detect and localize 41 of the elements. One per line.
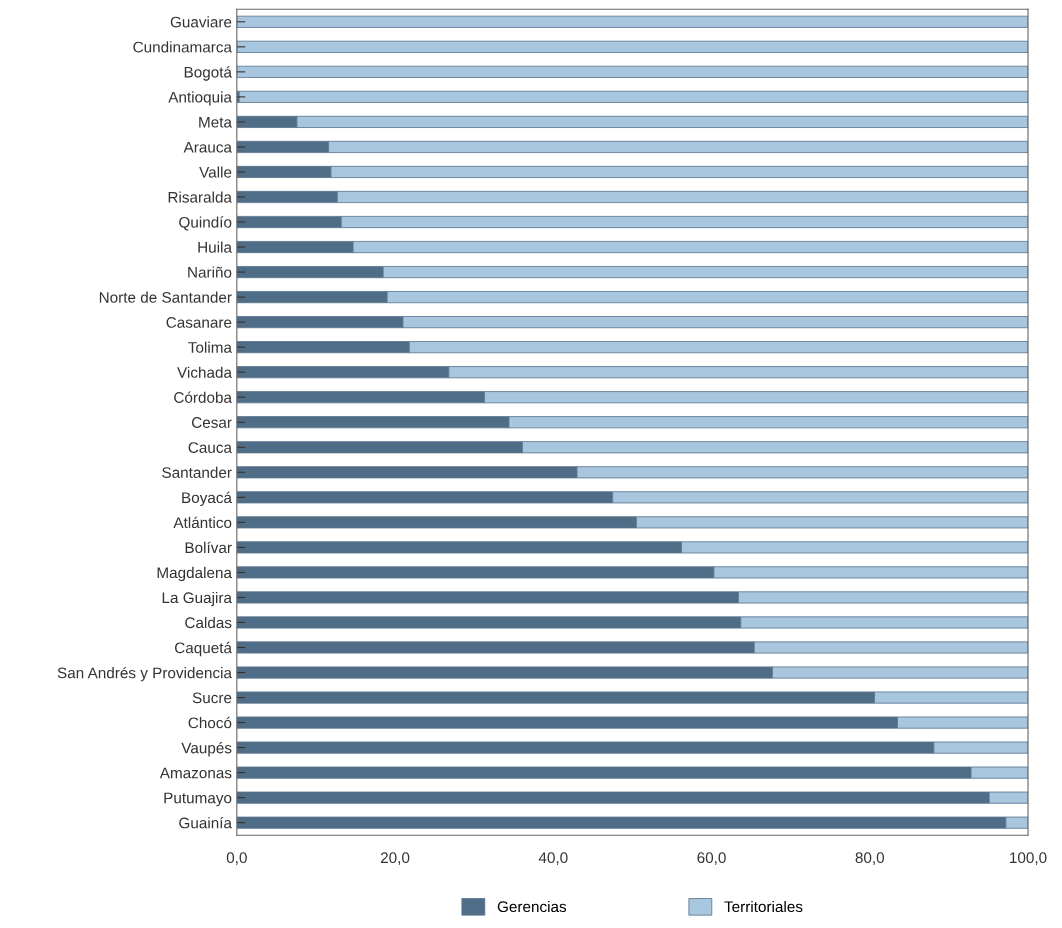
y-tick-label: Guaviare bbox=[170, 16, 232, 28]
y-tick-label: Bogotá bbox=[184, 66, 232, 81]
y-tick-label: Norte de Santander bbox=[99, 291, 232, 303]
y-tick-label: Chocó bbox=[188, 716, 232, 729]
legend-label: Territoriales bbox=[724, 900, 803, 913]
y-tick-label: La Guajira bbox=[162, 591, 232, 607]
y-tick-label: Cauca bbox=[188, 442, 232, 453]
y-tick-label: Caquetá bbox=[174, 641, 232, 657]
legend-label: Gerencias bbox=[497, 900, 567, 913]
x-tick-label: 0,0 bbox=[226, 852, 247, 865]
y-tick-label: Magdalena bbox=[157, 566, 232, 582]
x-tick-label: 60,0 bbox=[697, 852, 726, 865]
y-tick-label: Vaupés bbox=[181, 741, 232, 757]
y-tick-label: Córdoba bbox=[174, 391, 232, 403]
y-tick-label: Nariño bbox=[188, 266, 232, 278]
y-tick-label: Atlántico bbox=[173, 516, 232, 529]
y-tick-label: Quindío bbox=[179, 216, 232, 231]
y-tick-label: Sucre bbox=[192, 692, 232, 704]
y-tick-label: Santander bbox=[162, 466, 232, 478]
x-tick-label: 40,0 bbox=[538, 852, 568, 865]
y-tick-label: Boyacá bbox=[182, 491, 232, 507]
y-tick-label: Antioquia bbox=[168, 91, 232, 106]
y-tick-label: Tolima bbox=[188, 341, 232, 353]
y-tick-label: Cesar bbox=[191, 417, 232, 428]
y-tick-label: San Andrés y Providencia bbox=[57, 666, 232, 682]
y-tick-label: Amazonas bbox=[159, 767, 232, 779]
x-tick-label: 20,0 bbox=[380, 852, 410, 865]
y-tick-label: Valle bbox=[199, 166, 232, 178]
y-tick-label: Risaralda bbox=[168, 191, 232, 203]
y-tick-label: Cundinamarca bbox=[133, 41, 232, 53]
y-tick-label: Casanare bbox=[166, 317, 232, 328]
y-tick-label: Bolívar bbox=[185, 541, 232, 554]
y-tick-label: Putumayo bbox=[164, 792, 232, 807]
y-tick-label: Meta bbox=[199, 116, 232, 128]
y-tick-label: Huila bbox=[198, 241, 232, 253]
x-tick-label: 80,0 bbox=[855, 852, 885, 865]
y-tick-label: Caldas bbox=[185, 616, 232, 629]
y-tick-label: Arauca bbox=[183, 141, 232, 153]
y-tick-label: Guainía bbox=[179, 816, 232, 829]
y-tick-label: Vichada bbox=[177, 366, 232, 378]
x-tick-label: 100,0 bbox=[1010, 852, 1047, 865]
